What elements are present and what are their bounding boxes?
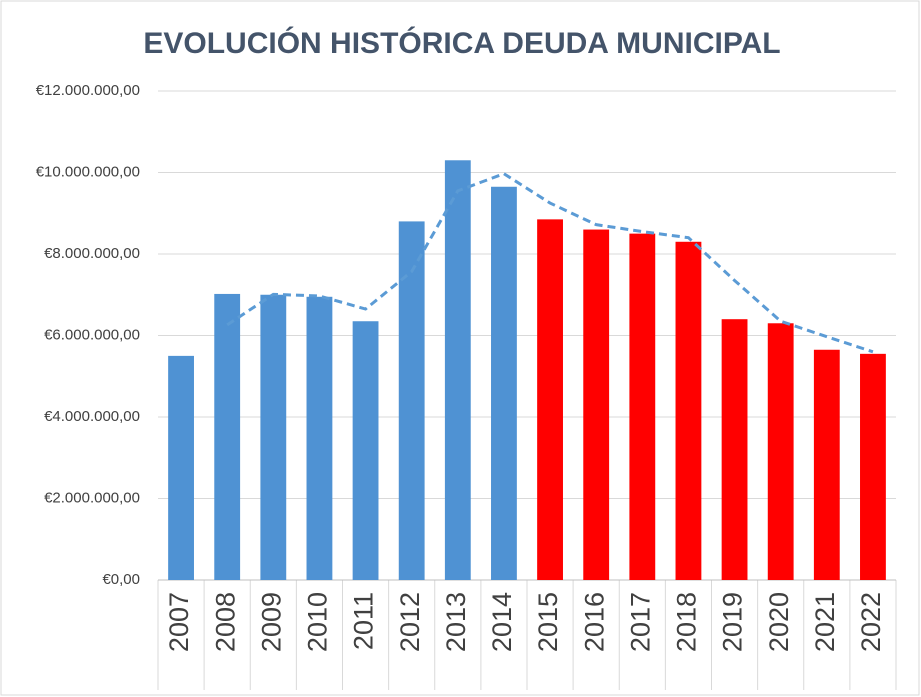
bar bbox=[583, 229, 610, 581]
trendline bbox=[226, 172, 874, 354]
x-tick-label: 2019 bbox=[718, 592, 748, 652]
x-tick-label: 2013 bbox=[441, 592, 471, 652]
bar bbox=[860, 353, 886, 580]
bar bbox=[629, 233, 656, 580]
x-tick-label: 2018 bbox=[672, 592, 702, 652]
x-tick-label: 2011 bbox=[349, 592, 379, 650]
bar bbox=[813, 349, 840, 580]
bar bbox=[675, 241, 702, 580]
bar bbox=[214, 293, 241, 580]
x-tick-label: 2017 bbox=[625, 592, 655, 652]
bar bbox=[168, 355, 194, 580]
bar bbox=[260, 294, 287, 580]
y-tick-label: €0,00 bbox=[102, 571, 140, 588]
y-tick-label: €2.000.000,00 bbox=[44, 489, 140, 506]
chart-title: EVOLUCIÓN HISTÓRICA DEUDA MUNICIPAL bbox=[143, 26, 780, 60]
x-tick-label: 2008 bbox=[210, 592, 240, 652]
x-tick-label: 2009 bbox=[256, 592, 286, 652]
x-tick-label: 2010 bbox=[303, 592, 333, 652]
x-tick-label: 2007 bbox=[164, 592, 194, 652]
x-tick-label: 2012 bbox=[395, 592, 425, 652]
bar bbox=[444, 160, 471, 580]
y-tick-label: €6.000.000,00 bbox=[44, 326, 140, 343]
bar bbox=[491, 186, 517, 580]
x-tick-label: 2016 bbox=[579, 592, 609, 652]
x-tick-label: 2014 bbox=[487, 592, 517, 652]
y-tick-label: €4.000.000,00 bbox=[44, 408, 140, 425]
x-tick-label: 2022 bbox=[856, 592, 886, 652]
x-tick-label: 2021 bbox=[810, 592, 840, 652]
bar bbox=[398, 221, 425, 580]
y-tick-label: €12.000.000,00 bbox=[36, 82, 140, 99]
bar bbox=[306, 296, 333, 580]
x-tick-label: 2015 bbox=[533, 592, 563, 652]
bar bbox=[537, 219, 563, 581]
x-tick-label: 2020 bbox=[764, 592, 794, 652]
bar bbox=[721, 319, 748, 580]
bar bbox=[767, 323, 794, 580]
bar bbox=[352, 321, 379, 580]
y-tick-label: €10.000.000,00 bbox=[36, 163, 140, 180]
y-tick-label: €8.000.000,00 bbox=[44, 245, 140, 262]
